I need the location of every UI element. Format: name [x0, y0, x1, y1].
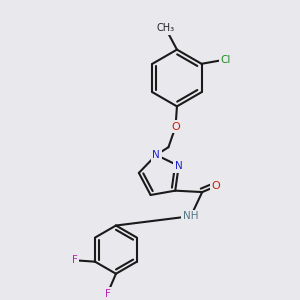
Text: N: N	[152, 150, 160, 160]
Text: F: F	[104, 289, 110, 298]
Text: CH₃: CH₃	[157, 23, 175, 33]
Text: F: F	[72, 255, 78, 265]
Text: Cl: Cl	[220, 55, 231, 64]
Text: O: O	[212, 182, 220, 191]
Text: N: N	[175, 161, 183, 171]
Text: O: O	[171, 122, 180, 132]
Text: NH: NH	[183, 211, 199, 221]
